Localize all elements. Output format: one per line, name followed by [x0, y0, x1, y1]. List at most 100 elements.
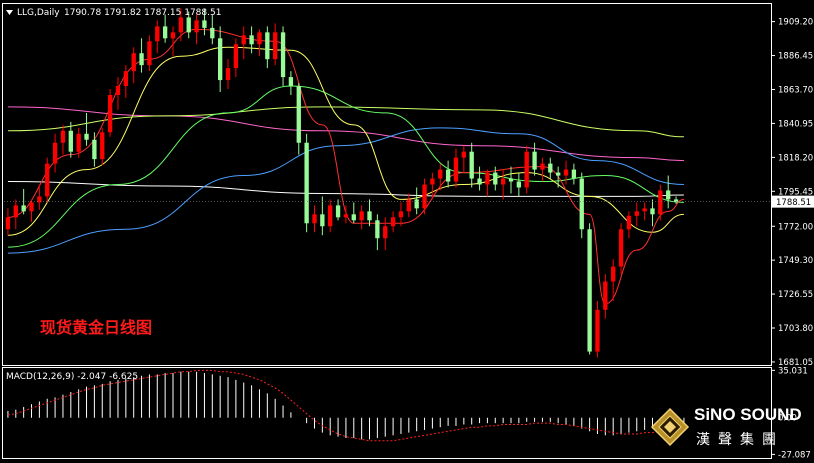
candle-body [611, 266, 616, 282]
candle-body [210, 27, 215, 39]
candle-body [359, 211, 364, 221]
ohlc-values: 1790.78 1791.82 1787.15 1788.51 [64, 8, 221, 18]
candle-body [343, 214, 349, 218]
candle-body [60, 130, 66, 143]
candle-body [304, 142, 309, 224]
candle-body [280, 32, 286, 78]
candle-body [414, 199, 419, 209]
price-tick-label: 1681.05 [778, 358, 813, 368]
candle-body [430, 178, 435, 185]
candle-body [100, 132, 105, 160]
candle-body [5, 217, 11, 230]
candle-body [375, 220, 380, 239]
candle-body [45, 163, 50, 197]
candle-body [383, 226, 388, 239]
price-tick-label: 1886.45 [778, 52, 813, 62]
candle-body [532, 151, 537, 170]
candle-body [37, 196, 42, 203]
candle-body [335, 205, 341, 218]
candle-body [587, 229, 592, 352]
candle-body [162, 26, 168, 39]
candle-body [225, 68, 231, 81]
candle-body [107, 94, 113, 133]
candle-body [202, 20, 207, 28]
candle-body [170, 32, 176, 39]
candle-body [673, 199, 679, 202]
candle-body [178, 17, 184, 33]
candle-body [500, 178, 506, 185]
logo-brand: SiNO SOUND [694, 405, 802, 424]
candle-body [540, 163, 545, 170]
price-tick-label: 1795.45 [778, 187, 813, 197]
macd-label: MACD(12,26,9) -2.047 -6.625 [6, 372, 138, 382]
candle-body [469, 151, 474, 179]
main-panel-frame [2, 3, 772, 366]
macd-signal-line [7, 369, 685, 442]
candle-body [320, 214, 325, 227]
candle-body [92, 139, 97, 160]
price-tick-label: 1772.00 [778, 222, 813, 232]
price-tick-label: 1863.70 [778, 85, 813, 95]
candle-body [296, 86, 301, 143]
candles [5, 8, 679, 358]
candle-body [390, 217, 396, 227]
candle-body [241, 35, 246, 45]
moving-average-line [7, 28, 685, 305]
candle-body [84, 133, 89, 140]
candle-body [485, 172, 490, 185]
candle-body [186, 17, 191, 33]
sinosound-logo: SiNO SOUND 漢聲集團 [648, 403, 808, 459]
macd-indicator [7, 369, 685, 442]
candle-body [563, 169, 569, 176]
moving-average-line [7, 106, 684, 138]
macd-tick-label: -27.087 [778, 450, 811, 460]
candle-body [288, 77, 294, 87]
candle-body [445, 169, 451, 182]
candle-body [493, 172, 498, 185]
logo-subtitle: 漢聲集團 [696, 432, 784, 448]
candle-body [461, 151, 466, 158]
candle-body [249, 35, 254, 45]
candle-body [642, 208, 647, 212]
candle-body [477, 178, 482, 185]
price-tick-label: 1840.95 [778, 119, 813, 129]
candle-body [52, 142, 58, 164]
candle-body [650, 208, 655, 215]
price-tick-label: 1749.30 [778, 256, 813, 266]
candle-body [131, 53, 136, 72]
candle-body [524, 151, 529, 188]
candle-body [265, 32, 270, 60]
candle-body [155, 26, 160, 42]
candle-body [218, 38, 223, 81]
candle-body [438, 169, 443, 179]
dropdown-triangle-icon[interactable] [6, 10, 13, 15]
candle-body [76, 133, 81, 152]
candle-body [579, 178, 584, 230]
candle-body [406, 199, 411, 212]
macd-tick-label: 0.00 [778, 414, 797, 424]
candle-body [666, 190, 671, 200]
price-axis: 1909.20 1886.45 1863.70 1840.95 1818.20 1795.… [4, 18, 814, 368]
macd-tick-label: 35.031 [778, 366, 808, 376]
candle-body [367, 211, 372, 221]
price-tick-label: 1703.80 [778, 324, 813, 334]
candle-body [398, 211, 404, 218]
candle-body [147, 41, 152, 66]
current-price-box [772, 195, 814, 208]
candle-body [508, 178, 514, 182]
candle-body [618, 229, 624, 267]
price-tick-label: 1909.20 [778, 18, 813, 28]
candle-body [194, 20, 199, 33]
price-tick-label: 1726.55 [778, 290, 813, 300]
candle-body [312, 214, 317, 224]
candle-body [571, 169, 577, 179]
moving-average-line [7, 127, 684, 254]
candle-body [68, 130, 73, 152]
symbol-label: LLG,Daily [17, 8, 60, 18]
moving-average-line [7, 106, 684, 162]
macd-axis: 35.031 0.00 -27.087 [771, 366, 811, 460]
moving-average-line [7, 85, 684, 248]
candle-body [516, 181, 522, 188]
candle-body [139, 53, 144, 66]
